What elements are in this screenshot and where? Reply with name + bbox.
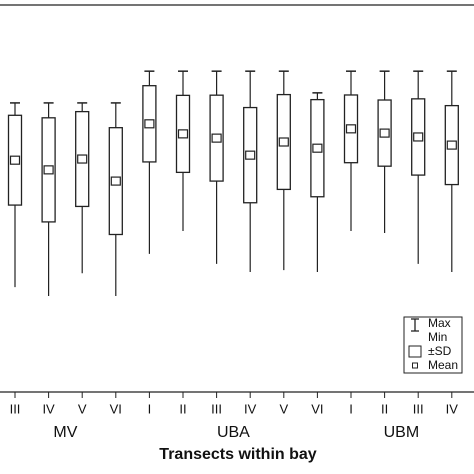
x-tick-label: VI [311,401,323,416]
x-tick-label: IV [244,401,257,416]
legend-mean-symbol [412,362,418,369]
x-tick-label: IV [446,401,459,416]
mean-marker [278,137,289,147]
x-tick-label: V [78,401,87,416]
mean-marker [9,155,21,165]
legend-label: Min [428,330,447,344]
legend-label: Max [428,316,451,330]
mean-marker [345,124,357,134]
legend [403,316,463,374]
group-label: UBA [217,424,250,441]
mean-marker [144,119,155,129]
x-tick-label: III [413,401,424,416]
x-tick-label: I [349,401,353,416]
group-label: MV [53,424,77,441]
legend-frame [403,316,463,374]
legend-sd-symbol [408,345,422,358]
x-tick-label: VI [110,401,122,416]
group-label: UBM [384,424,420,441]
mean-marker [43,165,54,175]
mean-marker [211,133,222,143]
mean-marker [245,150,256,160]
x-tick-label: II [381,401,388,416]
x-axis-label: Transects within bay [159,446,316,463]
x-tick-label: III [211,401,222,416]
x-tick-label: II [179,401,186,416]
mean-marker [312,143,323,153]
legend-label: Mean [428,358,458,372]
mean-marker [413,132,424,142]
mean-marker [110,176,121,186]
mean-marker [379,128,390,138]
x-tick-label: V [279,401,288,416]
mean-marker [177,129,189,139]
x-tick-label: I [148,401,152,416]
legend-label: ±SD [428,344,452,358]
x-tick-label: IV [42,401,55,416]
mean-marker [77,154,88,164]
x-tick-label: III [10,401,21,416]
mean-marker [446,140,457,150]
